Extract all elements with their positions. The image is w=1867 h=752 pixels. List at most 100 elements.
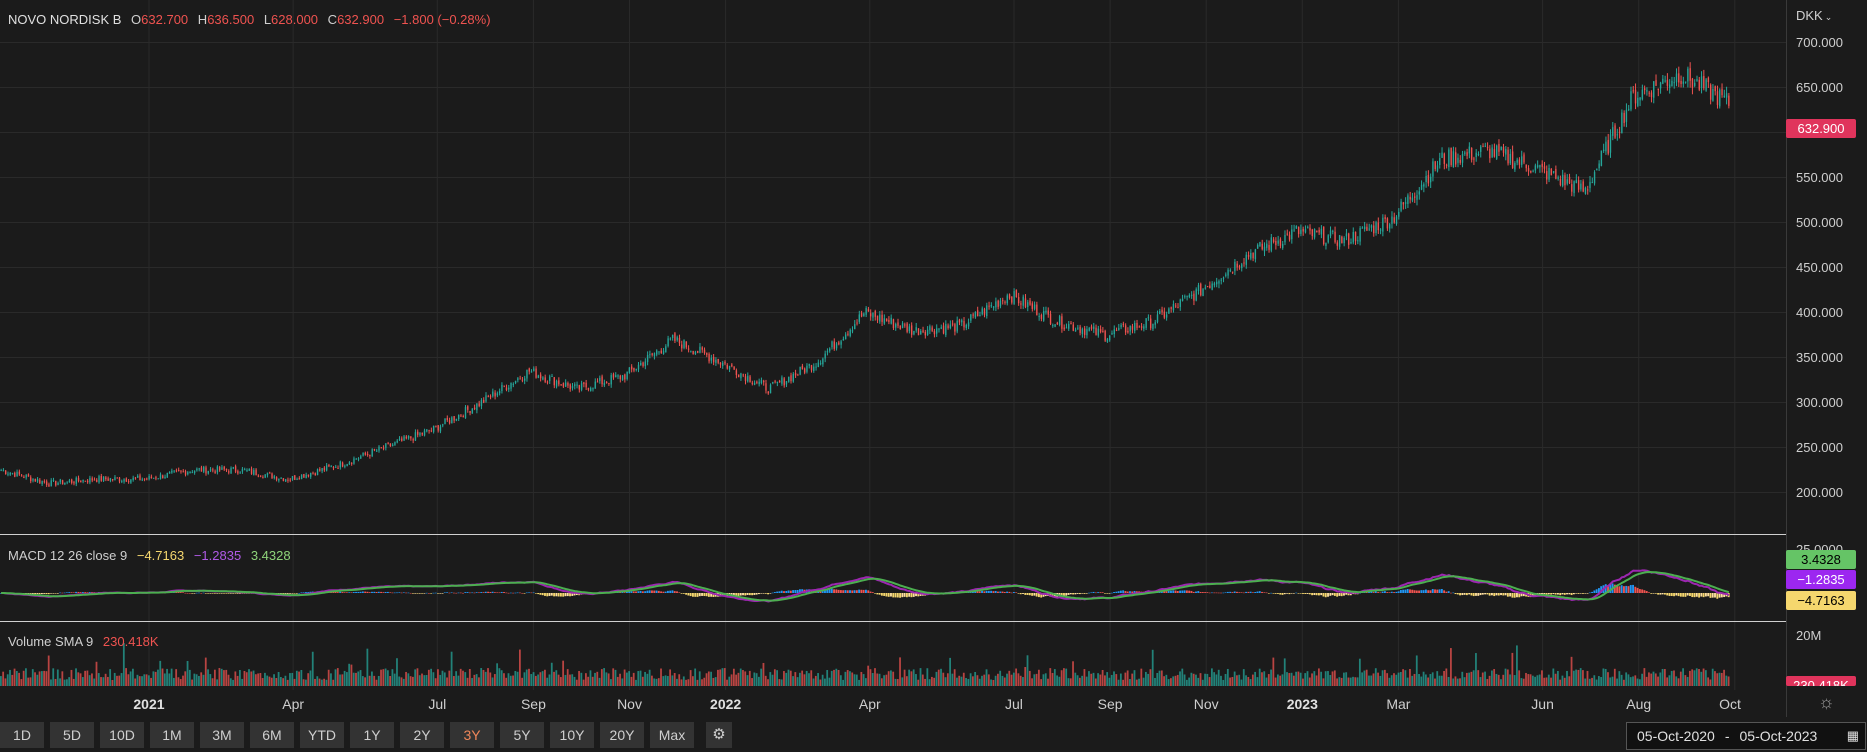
date-range-picker[interactable]: 05-Oct-2020-05-Oct-2023 ▦ [1626,722,1866,750]
macd-histogram-bar [1256,591,1259,593]
volume-bar [300,669,303,686]
volume-bar [1117,679,1120,686]
range-button-ytd[interactable]: YTD [300,722,344,748]
macd-histogram-bar [1470,593,1473,596]
sun-icon[interactable]: ☼ [1818,692,1835,712]
volume-bar [1395,674,1398,686]
candle-body [901,323,904,329]
candle-body [1414,196,1416,198]
macd-histogram-bar [1677,593,1680,597]
macd-histogram-bar [821,590,824,593]
range-button-1d[interactable]: 1D [0,722,44,748]
candle-body [1514,163,1516,170]
macd-histogram-bar [1595,589,1598,593]
candle-body [888,320,890,322]
volume-bar [1452,678,1455,686]
range-button-20y[interactable]: 20Y [600,722,644,748]
range-button-max[interactable]: Max [650,722,694,748]
volume-bar [821,674,824,686]
gear-icon[interactable]: ⚙ [706,722,732,748]
volume-bar [1329,675,1332,686]
currency-selector[interactable]: DKK ⌄ [1796,8,1832,23]
volume-bar [685,679,687,686]
macd-histogram-bar [1295,592,1298,594]
volume-bar [346,672,348,686]
candle-body [1049,313,1052,324]
candle-body [180,470,182,472]
macd-histogram-bar [641,591,644,593]
time-axis-label: Nov [617,696,642,712]
volume-bar [1272,657,1275,686]
volume-bar [648,669,651,686]
volume-bar [398,676,401,686]
volume-bar [475,674,478,686]
volume-bar [446,677,448,686]
macd-histogram-bar [1263,592,1266,593]
candle-body [1086,329,1088,336]
candle-body [1138,326,1140,328]
macd-histogram-bar [833,589,836,593]
candle-body [102,476,105,482]
pane-divider-macd[interactable] [0,534,1786,535]
candle-body [1165,314,1168,318]
candle-body [1363,226,1366,230]
candle-body [1500,146,1502,151]
macd-histogram-bar [516,592,519,594]
macd-hist-badge: −4.7163 [1786,591,1856,610]
candle-body [476,403,478,411]
candle-body [781,377,783,384]
candle-body [662,350,665,354]
volume-bar [896,679,899,686]
macd-histogram-bar [1477,593,1480,596]
range-button-1m[interactable]: 1M [150,722,194,748]
range-button-5d[interactable]: 5D [50,722,94,748]
volume-bar [869,669,872,686]
range-button-1y[interactable]: 1Y [350,722,394,748]
volume-bar [616,676,619,686]
macd-histogram-bar [1495,593,1498,596]
range-button-5y[interactable]: 5Y [500,722,544,748]
calendar-icon[interactable]: ▦ [1846,728,1859,743]
range-button-2y[interactable]: 2Y [400,722,444,748]
volume-bar [204,657,207,686]
volume-bar [29,677,32,686]
range-button-10d[interactable]: 10D [100,722,144,748]
candle-body [1671,80,1673,87]
volume-bar [787,669,790,686]
volume-bar [452,676,455,686]
range-button-3y[interactable]: 3Y [450,722,494,748]
volume-bar [1056,675,1058,686]
range-button-6m[interactable]: 6M [250,722,294,748]
macd-histogram-bar [398,592,401,593]
volume-bar [266,675,269,686]
volume-bar [427,669,430,686]
candle-body [143,478,146,480]
macd-histogram-bar [1010,592,1013,594]
macd-histogram-bar [564,593,567,597]
volume-bar [1313,671,1316,686]
candle-body [1691,78,1694,88]
volume-bar [1231,676,1234,686]
macd-histogram-bar [1065,593,1068,596]
range-button-10y[interactable]: 10Y [550,722,594,748]
candle-body [1423,184,1425,187]
volume-bar [1072,661,1074,686]
macd-histogram-bar [1240,592,1243,593]
macd-histogram-bar [1422,590,1425,593]
pane-divider-volume[interactable] [0,621,1786,622]
candle-body [1404,202,1407,204]
candle-body [1348,233,1350,245]
range-button-3m[interactable]: 3M [200,722,244,748]
candle-body [155,477,157,479]
volume-bar [175,669,178,686]
macd-histogram-bar [1201,592,1204,593]
macd-histogram-bar [1170,590,1172,593]
macd-histogram-bar [837,589,840,593]
volume-bar [730,674,733,686]
macd-histogram-bar [976,591,979,593]
volume-bar [778,679,781,686]
macd-histogram-bar [685,593,688,595]
volume-bar [407,673,410,686]
candle-body [1054,324,1056,327]
